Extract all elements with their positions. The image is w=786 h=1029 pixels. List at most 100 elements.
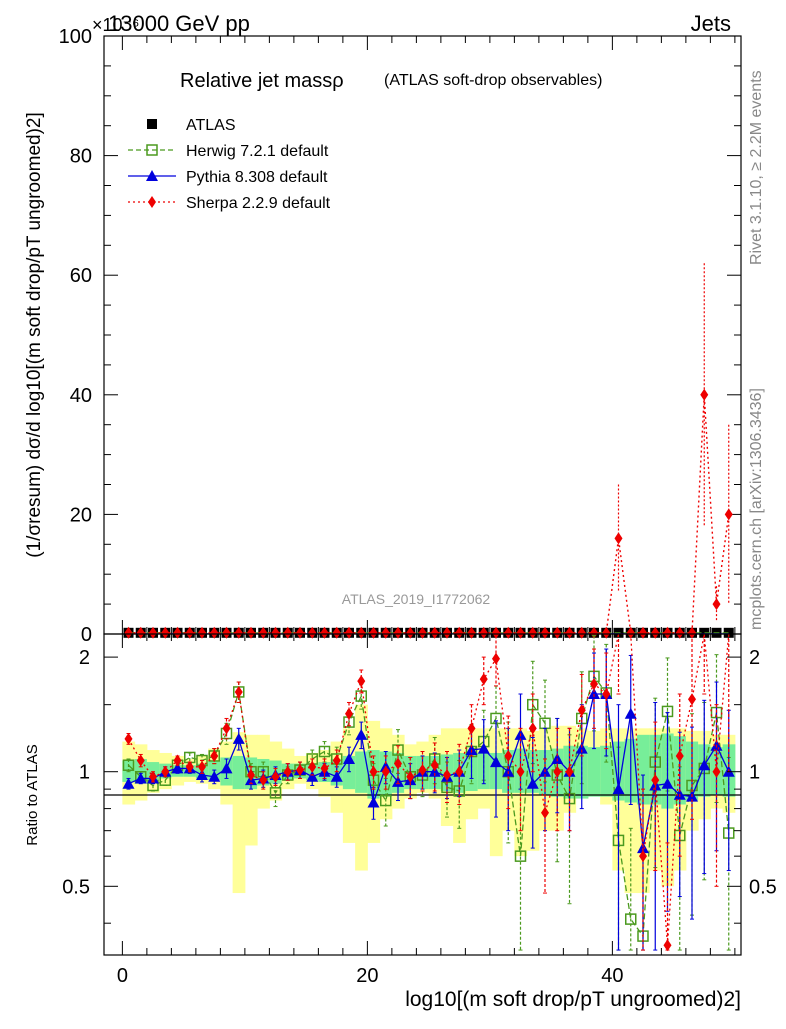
band-inner xyxy=(232,755,246,790)
sherpa-point xyxy=(320,626,329,639)
main-data xyxy=(123,263,734,639)
ratio-point xyxy=(430,759,439,772)
main-panel: 0 20 40 60 80 100 Relative jet massρ (ATLAS s… xyxy=(24,26,742,646)
sherpa-point xyxy=(688,626,696,639)
sherpa-point xyxy=(332,626,341,639)
ratio-point xyxy=(122,777,135,789)
sherpa-point xyxy=(541,626,549,639)
ratio-point xyxy=(465,744,478,756)
sherpa-point xyxy=(222,626,231,639)
ratio-point xyxy=(675,749,684,762)
y-tick-label: 80 xyxy=(70,146,92,168)
sherpa-point xyxy=(700,388,709,401)
legend: ATLAS Herwig 7.2.1 default Pythia 8.308 de… xyxy=(128,117,331,212)
ratio-point xyxy=(308,760,317,773)
ratio-frame xyxy=(103,633,742,956)
y-tick-label: 60 xyxy=(70,265,92,287)
legend-marker xyxy=(146,144,158,156)
ratio-point xyxy=(477,742,490,754)
ratio-point xyxy=(541,806,549,819)
sherpa-point xyxy=(577,626,586,639)
sherpa-point xyxy=(724,508,733,521)
sherpa-point xyxy=(308,626,317,639)
ratio-xlabel: log10[(m soft drop/pT ungroomed)2] xyxy=(405,988,741,1011)
sherpa-point xyxy=(675,626,684,639)
ratio-point xyxy=(222,722,231,735)
ratio-point xyxy=(136,754,145,767)
rivet-label: Rivet 3.1.10, ≥ 2.2M events xyxy=(748,70,765,265)
ratio-point xyxy=(381,765,390,778)
sherpa-point xyxy=(136,626,145,639)
sherpa-point xyxy=(357,626,366,639)
ratio-point xyxy=(661,777,674,789)
ratio-y-tick-label: 0.5 xyxy=(62,876,90,898)
sherpa-point xyxy=(406,626,415,639)
sherpa-point xyxy=(602,626,611,639)
ratio-point xyxy=(467,722,476,735)
ratio-point xyxy=(173,754,182,767)
sherpa-point xyxy=(651,626,660,639)
sherpa-point xyxy=(663,626,672,639)
sherpa-point xyxy=(528,626,537,639)
ratio-point xyxy=(526,777,539,789)
ratio-y-tick-label: 2 xyxy=(749,647,760,669)
x-tick-label: 20 xyxy=(356,965,378,987)
sherpa-point xyxy=(614,532,623,545)
sherpa-point xyxy=(553,626,562,639)
ratio-point xyxy=(171,762,184,774)
ratio-point xyxy=(210,749,219,762)
sherpa-point xyxy=(210,626,219,639)
ratio-point xyxy=(492,652,500,665)
sherpa-point xyxy=(467,626,476,639)
ratio-point xyxy=(514,850,527,862)
legend-marker xyxy=(148,196,156,208)
ratio-y-tick-label: 1 xyxy=(749,762,760,784)
y-tick-label: 20 xyxy=(70,504,92,526)
main-ticks: 0 20 40 60 80 100 xyxy=(59,26,741,646)
band-inner xyxy=(587,747,601,797)
main-ylabel: (1/σresum) dσ/d log10[(m soft drop/pT un… xyxy=(24,112,45,558)
ratio-point xyxy=(355,728,368,740)
ratio-point xyxy=(688,693,696,706)
ratio-point xyxy=(232,732,245,744)
ratio-point xyxy=(490,756,502,768)
ratio-point xyxy=(625,913,637,925)
ratio-point xyxy=(124,732,133,745)
ratio-point xyxy=(208,770,221,782)
main-title: Relative jet massρ xyxy=(180,70,344,92)
ratio-point xyxy=(320,762,329,775)
ratio-point xyxy=(161,765,170,778)
ratio-point xyxy=(577,704,586,717)
ratio-point xyxy=(332,754,341,767)
ratio-point xyxy=(479,673,488,686)
ratio-point xyxy=(528,722,537,735)
ratio-point xyxy=(639,850,647,863)
ratio-point xyxy=(612,783,625,795)
sherpa-point xyxy=(234,626,243,639)
sherpa-point xyxy=(639,626,647,639)
main-subtitle: (ATLAS soft-drop observables) xyxy=(384,72,602,89)
sherpa-point xyxy=(626,626,635,639)
band-outer xyxy=(244,734,258,846)
x-tick-label: 40 xyxy=(601,965,623,987)
y-tick-label: 100 xyxy=(59,26,92,48)
ratio-point xyxy=(516,765,525,778)
legend-label: Pythia 8.308 default xyxy=(186,169,328,186)
sherpa-point xyxy=(443,626,451,639)
legend-label: Sherpa 2.2.9 default xyxy=(186,195,331,212)
ratio-point xyxy=(330,770,343,782)
ratio-point xyxy=(455,765,464,778)
ratio-point xyxy=(343,752,355,764)
sherpa-point xyxy=(161,626,170,639)
ratio-point xyxy=(418,764,427,777)
ratio-point xyxy=(357,675,366,688)
sherpa-point xyxy=(185,626,194,639)
sherpa-point xyxy=(516,626,525,639)
ratio-point xyxy=(198,760,206,773)
sherpa-point xyxy=(479,626,488,639)
ratio-point xyxy=(602,687,611,700)
sherpa-point xyxy=(296,626,304,639)
sherpa-point xyxy=(504,626,513,639)
y-tick-label: 0 xyxy=(81,624,92,646)
